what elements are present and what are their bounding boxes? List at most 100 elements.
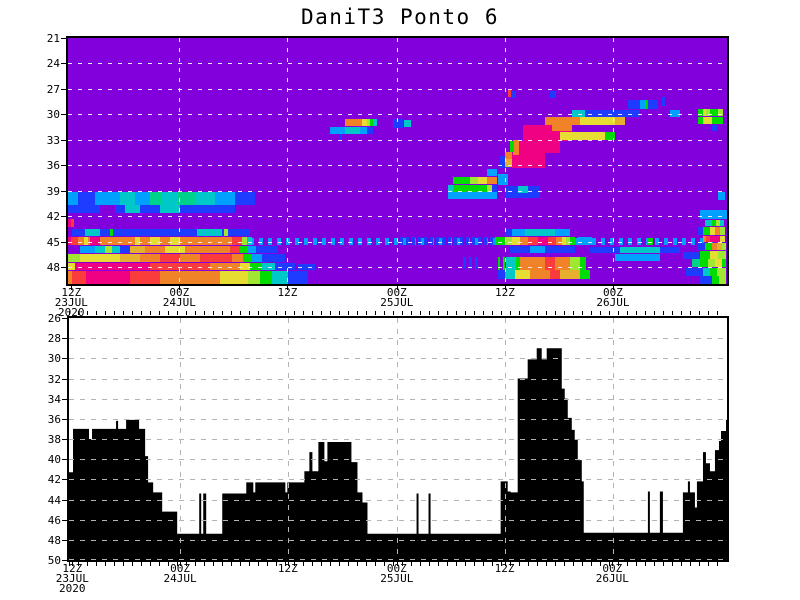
x-axis-label: 12Z bbox=[277, 562, 298, 575]
heatmap-cell bbox=[704, 219, 712, 227]
y-axis-label: 36 bbox=[47, 412, 61, 426]
heatmap-cell bbox=[703, 116, 713, 124]
v-gridline bbox=[179, 38, 181, 284]
y-axis-label: 30 bbox=[46, 108, 60, 122]
heatmap-cell bbox=[177, 192, 195, 206]
heatmap-cell bbox=[709, 109, 718, 117]
heatmap-cell bbox=[79, 254, 120, 262]
heatmap-cell bbox=[709, 250, 718, 259]
y-axis-tick bbox=[62, 358, 67, 360]
heatmap-cell bbox=[119, 192, 135, 206]
silhouette-panel bbox=[67, 316, 729, 562]
heatmap-cell bbox=[232, 237, 243, 245]
heatmap-cell bbox=[505, 256, 516, 270]
heatmap-cell bbox=[504, 159, 512, 167]
y-axis-label: 39 bbox=[46, 184, 60, 198]
heatmap-cell bbox=[555, 256, 571, 270]
heatmap-cell bbox=[578, 237, 592, 245]
heatmap-cell bbox=[72, 271, 86, 284]
heatmap-cell bbox=[79, 245, 95, 254]
heatmap-cell bbox=[68, 254, 80, 262]
heatmap-cell bbox=[452, 177, 470, 184]
heatmap-cell bbox=[400, 237, 497, 245]
minor-tick-strip bbox=[69, 562, 726, 566]
heatmap-cell bbox=[551, 124, 572, 132]
heatmap-cell bbox=[170, 237, 181, 245]
heatmap-cell bbox=[514, 140, 560, 153]
heatmap-cell bbox=[112, 245, 120, 254]
v-gridline bbox=[180, 318, 182, 560]
heatmap-cell bbox=[223, 228, 228, 237]
y-axis-tick bbox=[62, 398, 67, 400]
heatmap-cell bbox=[504, 237, 512, 245]
y-axis-tick bbox=[61, 139, 66, 141]
y-axis-tick bbox=[61, 63, 66, 65]
heatmap-cell bbox=[404, 120, 411, 128]
y-axis-label: 32 bbox=[47, 372, 61, 386]
heatmap-cell bbox=[619, 246, 660, 254]
y-axis-tick bbox=[61, 114, 66, 116]
heatmap-cell bbox=[511, 237, 520, 245]
heatmap-cell bbox=[548, 237, 556, 245]
y-axis-tick bbox=[62, 318, 67, 319]
v-gridline bbox=[504, 38, 506, 284]
heatmap-cell bbox=[704, 243, 712, 251]
heatmap-cell bbox=[68, 262, 75, 271]
heatmap-cell bbox=[486, 184, 492, 192]
heatmap-cell bbox=[262, 254, 285, 262]
heatmap-cell bbox=[119, 254, 140, 262]
heatmap-cell bbox=[74, 262, 150, 271]
heatmap-cell bbox=[504, 270, 515, 279]
heatmap-cell bbox=[572, 110, 585, 117]
y-axis-label: 28 bbox=[47, 332, 61, 346]
heatmap-cell bbox=[246, 237, 252, 245]
heatmap-cell bbox=[709, 267, 717, 276]
x-axis-label: 12Z 23JUL 2020 bbox=[55, 562, 89, 595]
heatmap-cell bbox=[68, 192, 79, 206]
heatmap-cell bbox=[549, 270, 560, 279]
heatmap-cell bbox=[197, 228, 222, 237]
heatmap-cell bbox=[130, 271, 160, 284]
v-gridline bbox=[397, 318, 399, 560]
heatmap-cell bbox=[698, 109, 703, 117]
heatmap-cell bbox=[520, 237, 528, 245]
heatmap-cell bbox=[260, 271, 273, 284]
y-axis-label: 45 bbox=[46, 235, 60, 249]
y-axis-tick bbox=[61, 38, 66, 39]
heatmap-cell bbox=[478, 177, 488, 184]
heatmap-cell bbox=[194, 192, 215, 206]
heatmap-cell bbox=[544, 116, 580, 125]
x-axis-label: 00Z 26JUL bbox=[595, 562, 629, 585]
heatmap-cell bbox=[234, 192, 255, 206]
heatmap-cell bbox=[360, 127, 367, 134]
heatmap-cell bbox=[508, 89, 512, 98]
heatmap-cell bbox=[715, 219, 720, 227]
heatmap-cell bbox=[703, 109, 707, 117]
heatmap-cell bbox=[570, 237, 576, 245]
heatmap-cell bbox=[469, 177, 478, 184]
heatmap-cell bbox=[144, 245, 165, 254]
y-axis-tick bbox=[61, 241, 66, 243]
heatmap-cell bbox=[84, 237, 89, 245]
heatmap-cell bbox=[511, 228, 525, 237]
y-axis-label: 48 bbox=[46, 261, 60, 275]
heatmap-cell bbox=[504, 151, 512, 160]
heatmap-cell bbox=[579, 270, 590, 279]
y-axis-tick bbox=[62, 499, 67, 501]
x-axis-label: 12Z bbox=[494, 286, 515, 299]
heatmap-cell bbox=[85, 271, 130, 284]
heatmap-cell bbox=[719, 276, 726, 284]
y-axis-tick bbox=[61, 190, 66, 192]
heatmap-cell bbox=[366, 119, 371, 127]
heatmap-cell bbox=[68, 218, 72, 228]
heatmap-cell bbox=[720, 235, 725, 243]
x-axis-tick bbox=[179, 284, 181, 290]
heatmap-cell bbox=[486, 169, 497, 177]
heatmap-cell bbox=[544, 256, 555, 270]
heatmap-cell bbox=[71, 218, 75, 228]
heatmap-cell bbox=[272, 271, 289, 284]
y-axis-tick bbox=[61, 88, 66, 90]
heatmap-cell bbox=[68, 271, 73, 284]
heatmap-cell bbox=[721, 259, 726, 268]
